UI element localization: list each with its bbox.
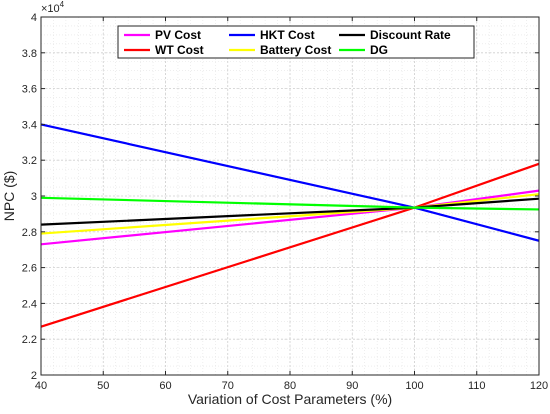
y-axis-multiplier: ×104 — [41, 0, 65, 15]
legend-label: Battery Cost — [260, 43, 331, 57]
legend-label: Discount Rate — [370, 28, 451, 42]
legend-label: WT Cost — [155, 43, 204, 57]
x-tick-label: 40 — [35, 380, 47, 392]
y-tick-label: 2.6 — [22, 263, 37, 275]
y-tick-label: 3.6 — [22, 84, 37, 96]
y-axis-ticks: 2 2.2 2.4 2.6 2.8 3 3.2 3.4 3.6 3.8 4 — [22, 12, 539, 382]
x-tick-label: 60 — [159, 380, 171, 392]
x-tick-label: 70 — [222, 380, 234, 392]
x-tick-label: 120 — [530, 380, 548, 392]
y-tick-label: 2.8 — [22, 227, 37, 239]
x-axis-ticks: 40 50 60 70 80 90 100 110 120 — [35, 17, 548, 392]
series-layer — [40, 123, 540, 328]
y-tick-label: 3.8 — [22, 48, 37, 60]
y-tick-label: 3 — [31, 191, 37, 203]
x-tick-label: 80 — [284, 380, 296, 392]
y-tick-label: 2.4 — [22, 298, 37, 310]
legend-label: HKT Cost — [260, 28, 315, 42]
y-axis-title: NPC ($) — [1, 171, 17, 222]
x-tick-label: 100 — [405, 380, 423, 392]
y-tick-label: 2 — [31, 370, 37, 382]
y-tick-label: 4 — [31, 12, 37, 24]
y-tick-label: 3.4 — [22, 119, 37, 131]
x-tick-label: 110 — [468, 380, 486, 392]
series-line-dg — [40, 196, 540, 211]
x-tick-label: 90 — [346, 380, 358, 392]
y-tick-label: 2.2 — [22, 334, 37, 346]
legend-label: PV Cost — [155, 28, 201, 42]
x-axis-title: Variation of Cost Parameters (%) — [188, 391, 392, 407]
legend-label: DG — [370, 43, 388, 57]
x-tick-label: 50 — [97, 380, 109, 392]
y-tick-label: 3.2 — [22, 155, 37, 167]
legend-box — [117, 25, 475, 59]
